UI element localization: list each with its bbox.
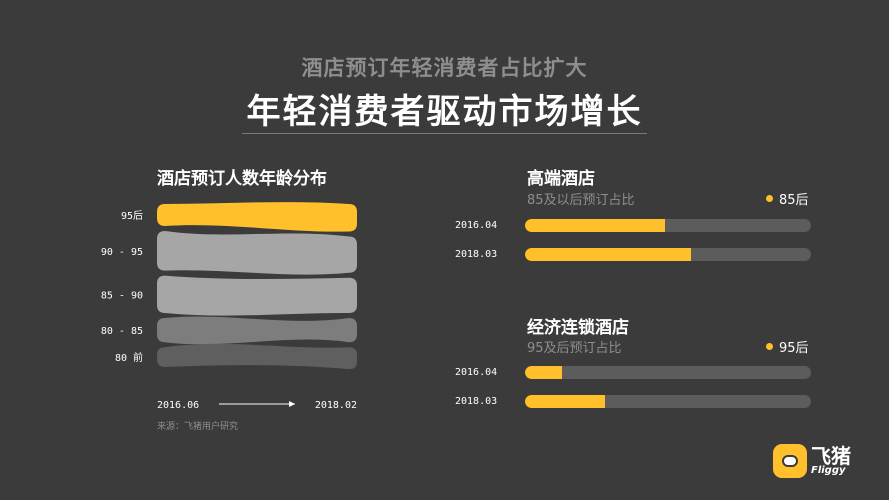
budget-hotel-title: 经济连锁酒店 bbox=[527, 318, 629, 338]
bar-date-label: 2018.03 bbox=[455, 396, 498, 407]
bar-date-label: 2016.04 bbox=[455, 220, 498, 231]
age-band-2 bbox=[157, 275, 357, 316]
bar-row: 2016.04 bbox=[455, 366, 811, 379]
bar-row: 2016.04 bbox=[455, 219, 811, 232]
bar-row: 2018.03 bbox=[455, 395, 811, 408]
fliggy-pig-icon bbox=[773, 444, 807, 478]
bar-fill bbox=[525, 395, 606, 408]
age-band-4 bbox=[157, 343, 357, 370]
age-distribution-chart: 95后 90 - 95 85 - 90 80 - 85 80 前 2016.06 2018.… bbox=[101, 202, 357, 411]
budget-hotel-bars: 2016.04 2018.03 bbox=[455, 366, 811, 408]
premium-hotel-title: 高端酒店 bbox=[527, 169, 595, 189]
bar-fill bbox=[525, 366, 563, 379]
logo-en-text: Fliggy bbox=[811, 465, 846, 476]
age-label-3: 80 - 85 bbox=[101, 326, 143, 337]
budget-hotel-subtitle: 95及后预订占比 bbox=[527, 341, 622, 356]
bar-track bbox=[525, 366, 811, 379]
age-label-1: 90 - 95 bbox=[101, 247, 143, 258]
premium-hotel-legend: 85后 bbox=[766, 189, 809, 208]
budget-hotel-legend: 95后 bbox=[766, 337, 809, 356]
bar-row: 2018.03 bbox=[455, 248, 811, 261]
age-band-1 bbox=[157, 231, 357, 275]
legend-label: 95后 bbox=[779, 341, 809, 356]
age-chart-title: 酒店预订人数年龄分布 bbox=[157, 169, 327, 189]
bar-track bbox=[525, 395, 811, 408]
bar-fill bbox=[525, 219, 666, 232]
bar-date-label: 2018.03 bbox=[455, 249, 498, 260]
title-divider bbox=[242, 133, 647, 134]
age-label-2: 85 - 90 bbox=[101, 290, 143, 301]
source-note: 来源：飞猪用户研究 bbox=[157, 422, 239, 432]
bar-date-label: 2016.04 bbox=[455, 367, 498, 378]
arrow-head-icon bbox=[289, 401, 295, 407]
age-label-4: 80 前 bbox=[115, 351, 143, 364]
premium-hotel-bars: 2016.04 2018.03 bbox=[455, 219, 811, 261]
page-subtitle: 酒店预订年轻消费者占比扩大 bbox=[301, 56, 588, 80]
bar-track bbox=[525, 219, 811, 232]
fliggy-logo: 飞猪 Fliggy bbox=[773, 444, 851, 478]
logo-cn-text: 飞猪 bbox=[811, 444, 851, 468]
legend-label: 85后 bbox=[779, 193, 809, 208]
legend-dot-icon bbox=[766, 343, 773, 350]
age-label-0: 95后 bbox=[121, 210, 143, 222]
page-title: 年轻消费者驱动市场增长 bbox=[246, 92, 643, 132]
legend-dot-icon bbox=[766, 195, 773, 202]
x-end-label: 2018.02 bbox=[315, 400, 357, 411]
bar-track bbox=[525, 248, 811, 261]
age-band-0 bbox=[157, 202, 357, 232]
premium-hotel-subtitle: 85及以后预订占比 bbox=[527, 193, 635, 208]
age-band-3 bbox=[157, 316, 357, 345]
x-start-label: 2016.06 bbox=[157, 400, 199, 411]
bar-fill bbox=[525, 248, 691, 261]
